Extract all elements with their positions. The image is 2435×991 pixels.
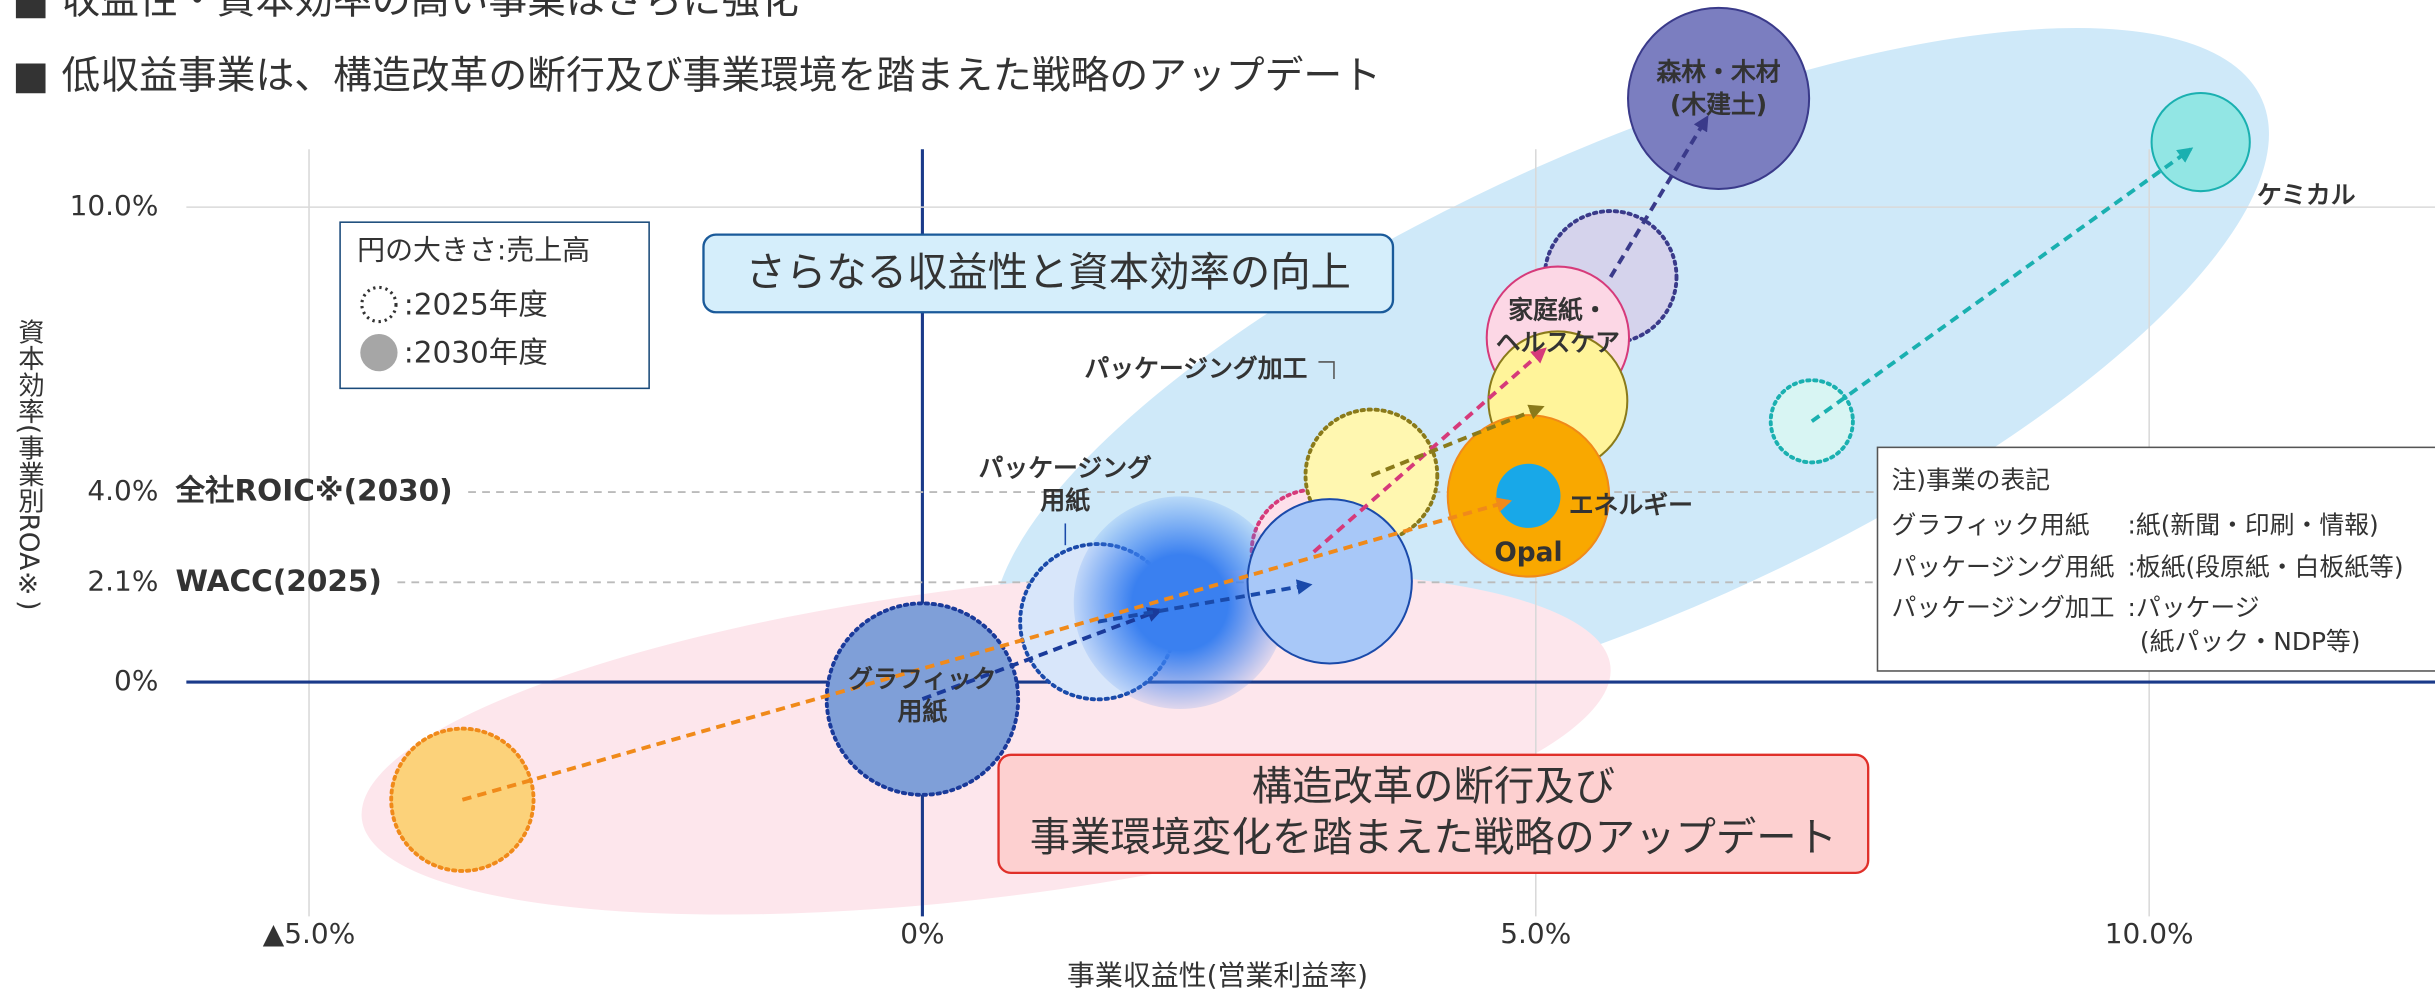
transition-arrow (1312, 347, 1547, 554)
business-label: (木建土) (1670, 90, 1767, 119)
callout-box (702, 233, 1395, 314)
legend: 円の大きさ:売上高 :2025年度 :2030年度 (339, 221, 650, 390)
label-leader (1318, 361, 1335, 380)
business-label: ケミカル (2257, 180, 2356, 209)
business-label: エネルギー (1569, 491, 1693, 520)
bubble-2030 (1246, 498, 1413, 665)
callout-text: 構造改革の断行及び (1252, 763, 1615, 810)
x-tick-label: ▲5.0% (263, 917, 355, 950)
legend-item: :2025年度 (404, 288, 548, 322)
business-label: ヘルスケア (1496, 328, 1620, 357)
note-term: パッケージング加工 (1891, 593, 2114, 622)
marks-layer (389, 6, 2251, 873)
reference-label: 全社ROIC※(2030) (174, 474, 452, 508)
note-desc: :板紙(段原紙・白板紙等) (2128, 552, 2404, 581)
business-label: 用紙 (1040, 486, 1090, 515)
bubble-2030 (2150, 91, 2251, 193)
business-label: パッケージング加工 (1084, 354, 1307, 383)
note-box (1876, 446, 2435, 672)
callout: 構造改革の断行及び 事業環境変化を踏まえた戦略のアップデート (997, 753, 1870, 875)
y-tick-label: 0% (114, 664, 158, 697)
callout-text: 事業環境変化を踏まえた戦略のアップデート (1030, 814, 1837, 861)
y-axis-title: 資本効率(事業別ROA※) (13, 318, 44, 610)
bubble-2030 (1496, 463, 1561, 528)
legend-swatch (360, 285, 398, 324)
note-term: パッケージング用紙 (1891, 552, 2114, 581)
business-label: 用紙 (898, 697, 948, 726)
transition-arrow (461, 497, 1513, 802)
bubble-2030 (1627, 6, 1811, 190)
note-desc: (紙パック・NDP等) (2140, 627, 2361, 656)
note: 注)事業の表記 グラフィック用紙 :紙(新聞・印刷・情報) パッケージング用紙 … (1876, 446, 2435, 672)
y-tick-label: 4.0% (87, 474, 158, 507)
y-tick-label: 2.1% (87, 564, 158, 597)
bubble-2030 (1073, 496, 1287, 710)
y-tick-label: 10.0% (70, 189, 159, 222)
callout-box (997, 753, 1870, 875)
callout: さらなる収益性と資本効率の向上 (702, 233, 1395, 314)
x-axis-title: 事業収益性(営業利益率) (1067, 959, 1368, 991)
business-label: 森林・木材 (1656, 58, 1780, 87)
business-label: グラフィック (848, 664, 996, 693)
callout-text: さらなる収益性と資本効率の向上 (746, 249, 1351, 296)
x-tick-label: 0% (900, 917, 944, 950)
x-tick-label: 5.0% (1500, 917, 1571, 950)
note-desc: :紙(新聞・印刷・情報) (2128, 511, 2379, 540)
business-label: 家庭紙・ (1508, 295, 1607, 324)
legend-title: 円の大きさ:売上高 (357, 234, 590, 267)
x-tick-label: 10.0% (2105, 917, 2194, 950)
bullet: ■ 低収益事業は、構造改革の断行及び事業環境を踏まえた戦略のアップデート (12, 53, 1381, 98)
bullet: ■ 収益性・資本効率の高い事業はさらに強化 (12, 0, 798, 24)
business-label: パッケージング (979, 454, 1152, 483)
reference-label: WACC(2025) (175, 564, 381, 598)
transition-arrow (1810, 147, 2194, 423)
labels-layer: グラフィック用紙パッケージング用紙家庭紙・ヘルスケアパッケージング加工Opalエ… (848, 58, 2356, 727)
note-desc: :パッケージ (2128, 593, 2260, 622)
legend-swatch (360, 333, 398, 372)
transition-arrow (921, 607, 1164, 701)
transition-arrow (1097, 579, 1313, 624)
business-label: Opal (1494, 538, 1562, 568)
note-title: 注)事業の表記 (1891, 466, 2050, 495)
legend-item: :2030年度 (404, 336, 548, 370)
note-term: グラフィック用紙 (1891, 511, 2089, 540)
